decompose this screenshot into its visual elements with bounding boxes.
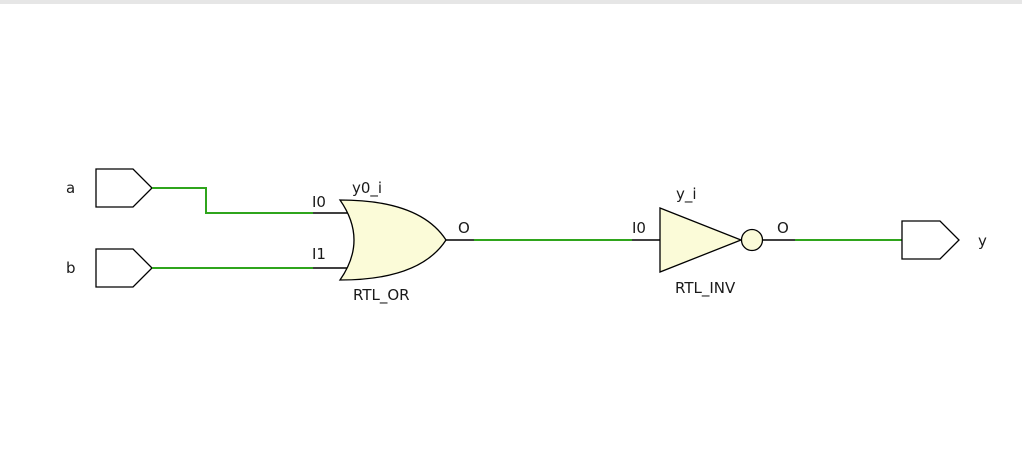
inverter-instance-name: y_i	[676, 185, 697, 204]
or-gate-cell[interactable]: y0_i RTL_OR I0 I1 O	[312, 179, 474, 305]
or-gate-type-label: RTL_OR	[353, 286, 410, 305]
or-gate-body[interactable]	[338, 199, 447, 281]
input-port-b-label: b	[66, 259, 76, 277]
or-gate-pin-i1-label: I1	[312, 245, 326, 263]
input-port-b-shape[interactable]	[95, 248, 153, 288]
input-port-a-label: a	[66, 179, 75, 197]
inverter-cell[interactable]: y_i RTL_INV I0 O	[632, 185, 795, 298]
output-port-y-label: y	[978, 232, 987, 250]
inverter-pin-o-label: O	[777, 219, 789, 237]
or-gate-pin-i0-label: I0	[312, 193, 326, 211]
input-port-a[interactable]: a	[66, 168, 153, 208]
output-port-y[interactable]: y	[901, 220, 987, 260]
input-port-a-shape[interactable]	[95, 168, 153, 208]
or-gate-pin-o-label: O	[458, 219, 470, 237]
output-port-y-shape[interactable]	[901, 220, 960, 260]
inverter-type-label: RTL_INV	[675, 279, 736, 298]
inverter-bubble	[740, 228, 764, 252]
net-a[interactable]	[152, 187, 313, 214]
or-gate-instance-name: y0_i	[352, 179, 382, 198]
top-border	[0, 0, 1022, 4]
input-port-b[interactable]: b	[66, 248, 153, 288]
inverter-pin-i0-label: I0	[632, 219, 646, 237]
inverter-body[interactable]	[659, 207, 743, 273]
